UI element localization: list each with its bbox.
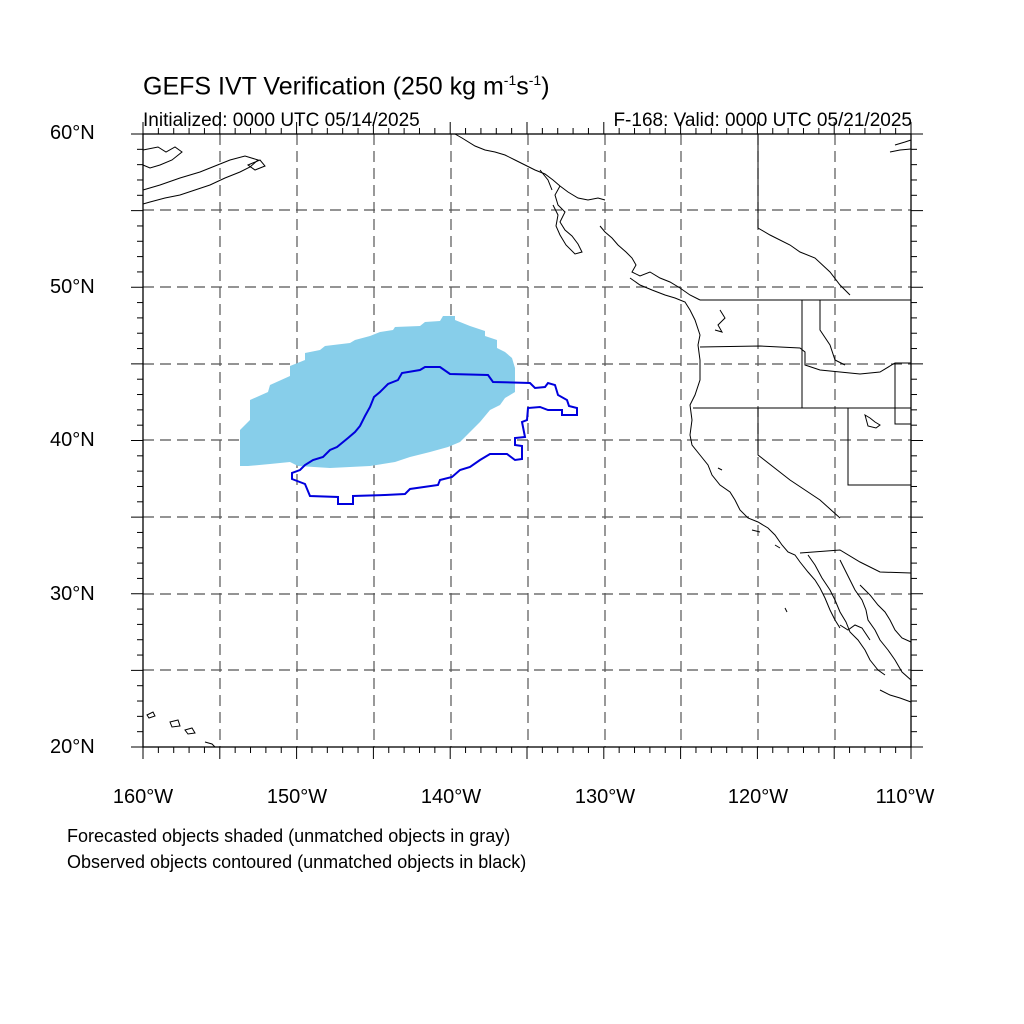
map-title: GEFS IVT Verification (250 kg m-1s-1) xyxy=(143,72,550,101)
lat-label-60: 60°N xyxy=(50,122,95,144)
lon-label-140w: 140°W xyxy=(420,786,482,808)
lat-label-30: 30°N xyxy=(50,583,95,605)
coastlines xyxy=(142,133,912,748)
lat-label-50: 50°N xyxy=(50,276,95,298)
footer-forecast-note: Forecasted objects shaded (unmatched obj… xyxy=(67,826,511,846)
lon-label-160w: 160°W xyxy=(112,786,174,808)
axis-ticks xyxy=(131,122,923,759)
grid-lines xyxy=(143,134,911,747)
lon-label-120w: 120°W xyxy=(727,786,789,808)
footer-observed-note: Observed objects contoured (unmatched ob… xyxy=(67,852,527,872)
lon-label-150w: 150°W xyxy=(266,786,328,808)
lat-label-40: 40°N xyxy=(50,429,95,451)
lat-label-20: 20°N xyxy=(50,736,95,758)
initialized-time: Initialized: 0000 UTC 05/14/2025 xyxy=(143,110,420,131)
observed-object xyxy=(291,366,578,505)
valid-time: F-168: Valid: 0000 UTC 05/21/2025 xyxy=(613,110,912,131)
forecast-object xyxy=(240,316,515,468)
lon-label-130w: 130°W xyxy=(574,786,636,808)
lon-label-110w: 110°W xyxy=(875,786,935,808)
